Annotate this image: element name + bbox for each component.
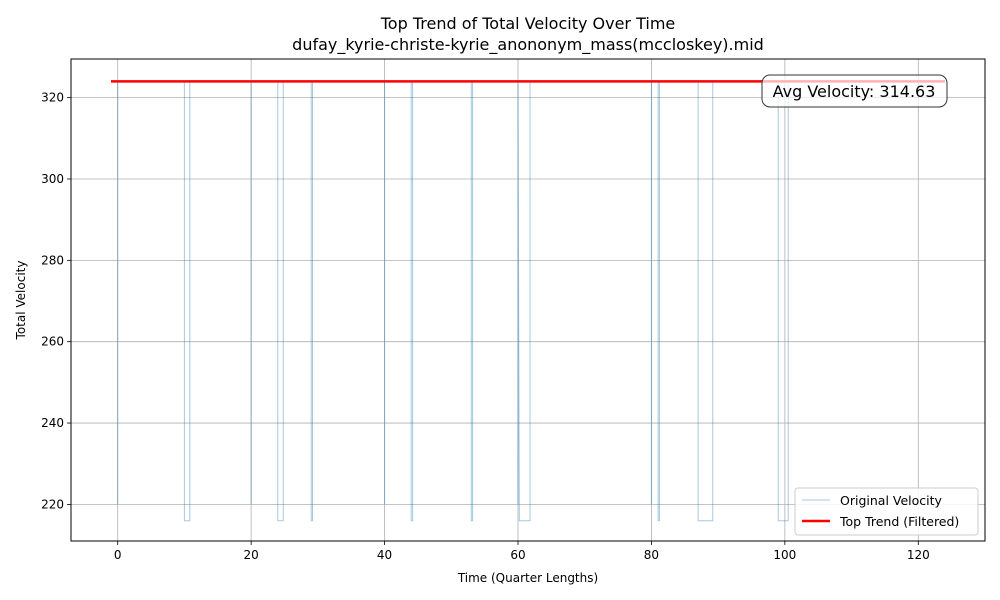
y-tick-label: 220 <box>41 497 64 511</box>
x-tick-label: 40 <box>377 548 392 562</box>
grid-lines <box>71 59 985 541</box>
series-layer <box>111 80 945 522</box>
avg-annotation-box <box>761 74 948 108</box>
legend: Original Velocity Top Trend (Filtered) <box>794 487 979 536</box>
chart-title: Top Trend of Total Velocity Over Time <box>380 14 676 33</box>
x-axis-label: Time (Quarter Lengths) <box>457 571 598 585</box>
avg-annotation-text: Avg Velocity: 314.63 <box>773 82 936 101</box>
x-tick-label: 0 <box>114 548 122 562</box>
y-tick-label: 320 <box>41 91 64 105</box>
y-tick-label: 240 <box>41 416 64 430</box>
avg-annotation: Avg Velocity: 314.63 <box>761 74 948 108</box>
y-tick-label: 300 <box>41 172 64 186</box>
plot-frame <box>70 58 986 542</box>
y-tick-label: 280 <box>41 253 64 267</box>
x-tick-label: 120 <box>907 548 930 562</box>
x-tick-label: 20 <box>243 548 258 562</box>
x-tick-label: 100 <box>773 548 796 562</box>
axis-ticks: 0 20 40 60 80 100 120 220 240 260 280 300 320 <box>41 91 930 562</box>
x-tick-label: 80 <box>644 548 659 562</box>
legend-box <box>794 487 979 536</box>
x-tick-label: 60 <box>510 548 525 562</box>
original-velocity-line <box>117 80 945 522</box>
legend-label-top-trend: Top Trend (Filtered) <box>839 514 959 529</box>
y-tick-label: 260 <box>41 335 64 349</box>
chart-subtitle: dufay_kyrie-christe-kyrie_anononym_mass(… <box>292 35 764 55</box>
y-axis-label: Total Velocity <box>14 261 28 341</box>
legend-label-original-velocity: Original Velocity <box>840 493 943 508</box>
